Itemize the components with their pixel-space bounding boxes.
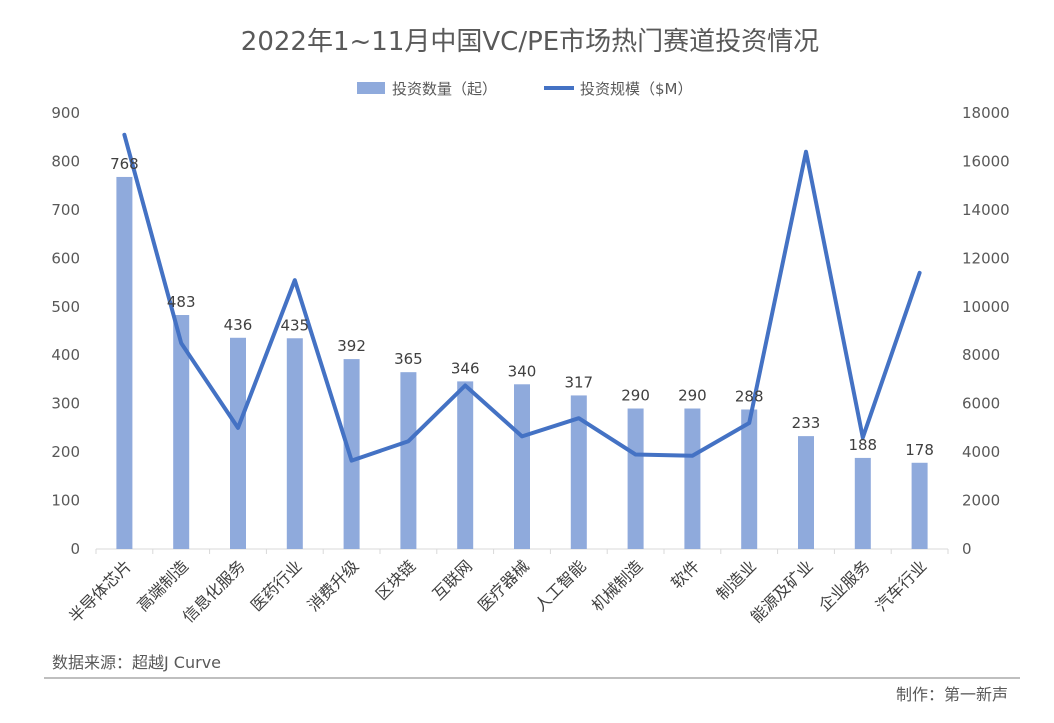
x-tick-label: 能源及矿业 (747, 556, 817, 626)
y-left-tick-label: 200 (51, 443, 80, 461)
y-right-tick-label: 8000 (962, 346, 1000, 364)
y-right-tick-label: 6000 (962, 395, 1000, 413)
bar-data-label: 483 (167, 293, 196, 311)
data-labels: 768 483 436 435 392 365 346 340 317 290 290 288 233 1… (110, 155, 934, 459)
x-tick-label: 消费升级 (304, 556, 363, 615)
bar (798, 436, 814, 549)
y-right-tick-label: 10000 (962, 298, 1010, 316)
bar-data-label: 288 (735, 387, 764, 405)
legend-label-bar: 投资数量（起） (392, 80, 497, 98)
y-right-tick-label: 2000 (962, 492, 1000, 510)
source-note: 数据来源：超越J Curve (52, 653, 221, 672)
line-path (122, 132, 922, 463)
y-right-tick-label: 4000 (962, 443, 1000, 461)
legend-swatch-bar (357, 82, 385, 94)
x-tick-label: 医疗器械 (474, 556, 533, 615)
bar-data-label: 392 (337, 337, 366, 355)
bar-data-label: 436 (224, 316, 253, 334)
bar-data-label: 435 (280, 316, 309, 334)
bar-data-label: 178 (905, 441, 934, 459)
x-tick-label: 信息化服务 (179, 556, 249, 626)
bar (570, 395, 587, 549)
chart-title: 2022年1~11月中国VC/PE市场热门赛道投资情况 (241, 27, 819, 57)
x-tick-label: 半导体芯片 (65, 556, 135, 626)
bar (684, 408, 701, 549)
bar-data-label: 290 (621, 387, 650, 405)
y-left-tick-label: 600 (51, 249, 80, 267)
bar-data-label: 317 (564, 373, 593, 391)
legend-label-line: 投资规模（$M） (580, 80, 693, 98)
bar (457, 381, 474, 549)
bar (741, 409, 758, 549)
y-right-tick-label: 0 (962, 540, 972, 558)
bar (173, 315, 190, 549)
bar (627, 408, 644, 549)
y-left-tick-label: 400 (51, 346, 80, 364)
x-tick-label: 医药行业 (247, 556, 306, 615)
credit-note: 制作：第一新声 (896, 685, 1008, 704)
bar (116, 176, 133, 550)
y-right-tick-label: 16000 (962, 152, 1010, 170)
x-tick-label: 企业服务 (815, 556, 874, 615)
legend: 投资数量（起） 投资规模（$M） (357, 80, 693, 98)
x-tick-label: 软件 (667, 556, 703, 592)
bar-data-label: 233 (792, 414, 821, 432)
bar (854, 457, 871, 549)
bar-data-label: 365 (394, 350, 423, 368)
bar (911, 462, 928, 549)
bar-data-label: 340 (508, 362, 537, 380)
bar-data-label: 346 (451, 359, 480, 377)
x-tick-label: 互联网 (429, 556, 476, 603)
y-left-tick-label: 300 (51, 395, 80, 413)
x-tick-label: 机械制造 (588, 556, 647, 615)
bar (230, 337, 246, 549)
y-left-tick-label: 700 (51, 201, 80, 219)
x-tick-label: 高端制造 (133, 556, 192, 615)
bar (286, 338, 303, 549)
y-right-tick-label: 14000 (962, 201, 1010, 219)
x-tick-label: 区块链 (372, 556, 419, 603)
x-tick-label: 汽车行业 (872, 556, 931, 615)
x-tick-label: 人工智能 (531, 556, 590, 615)
y-left-tick-label: 0 (70, 540, 80, 558)
bar-data-label: 188 (848, 436, 877, 454)
y-right-tick-label: 18000 (962, 104, 1010, 122)
y-left-tick-label: 900 (51, 104, 80, 122)
y-left-tick-label: 500 (51, 298, 80, 316)
y-left-tick-label: 100 (51, 492, 80, 510)
bar-data-label: 290 (678, 387, 707, 405)
line-series (122, 132, 922, 463)
bar (400, 372, 417, 549)
bar-data-label: 768 (110, 155, 139, 173)
x-tick-label: 制造业 (713, 556, 760, 603)
y-right-tick-label: 12000 (962, 249, 1010, 267)
bar (514, 384, 530, 549)
y-left-tick-label: 800 (51, 152, 80, 170)
